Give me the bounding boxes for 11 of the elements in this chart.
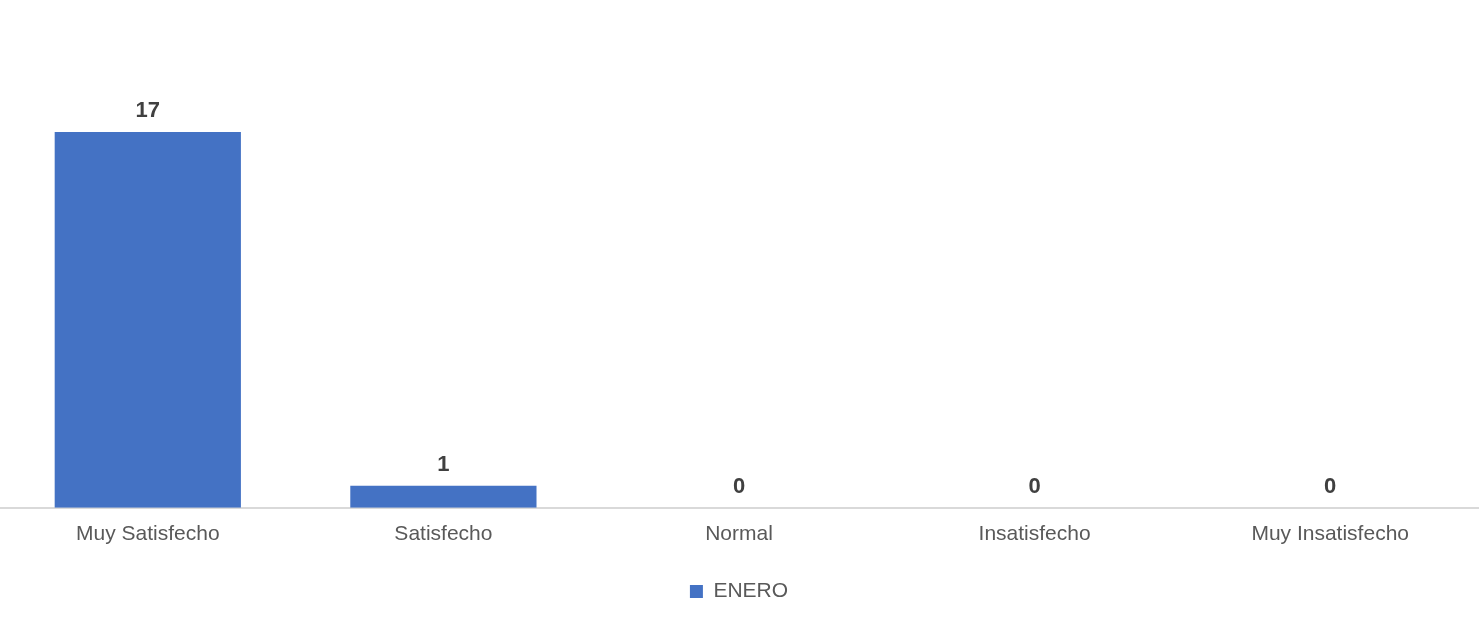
legend-label: ENERO xyxy=(713,578,789,602)
data-label: 1 xyxy=(437,450,450,476)
x-tick-label: Insatisfecho xyxy=(978,521,1091,545)
x-tick-label: Satisfecho xyxy=(394,521,493,545)
data-label: 0 xyxy=(732,472,746,498)
x-tick-label: Normal xyxy=(705,521,773,545)
x-tick-label: Muy Satisfecho xyxy=(76,521,220,545)
data-label: 0 xyxy=(1028,472,1041,498)
x-tick-label: Muy Insatisfecho xyxy=(1251,521,1409,545)
data-label: 0 xyxy=(1324,472,1337,498)
data-label: 17 xyxy=(135,97,161,123)
